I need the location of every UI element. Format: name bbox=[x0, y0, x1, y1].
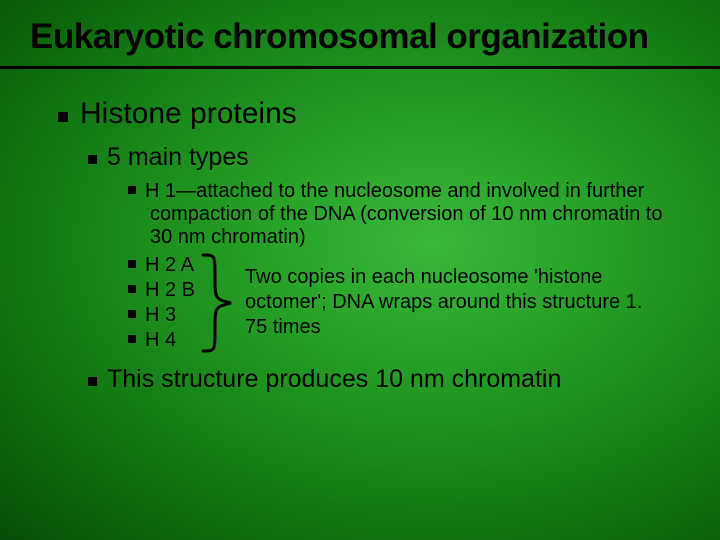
square-bullet-icon bbox=[88, 155, 97, 164]
bullet-level3-h2b: H 2 B bbox=[128, 278, 195, 303]
conclusion-text: This structure produces 10 nm chromatin bbox=[107, 365, 561, 393]
square-bullet-icon bbox=[88, 377, 97, 386]
h2a-text: H 2 A bbox=[145, 254, 194, 276]
level3-block: H 1—attached to the nucleosome and invol… bbox=[128, 180, 680, 355]
square-bullet-icon bbox=[128, 285, 136, 293]
brace-icon bbox=[195, 251, 237, 355]
bullet-level3-h1: H 1—attached to the nucleosome and invol… bbox=[128, 180, 680, 249]
histone-row: H 2 A H 2 B H 3 H 4 bbox=[128, 251, 680, 355]
bullet-level2: 5 main types bbox=[88, 143, 680, 172]
bullet-level3-h2a: H 2 A bbox=[128, 253, 195, 278]
h4-text: H 4 bbox=[145, 329, 176, 351]
h1-text: H 1—attached to the nucleosome and invol… bbox=[145, 180, 662, 248]
square-bullet-icon bbox=[128, 260, 136, 268]
slide-title: Eukaryotic chromosomal organization bbox=[30, 18, 690, 56]
h2b-text: H 2 B bbox=[145, 279, 195, 301]
level2-text: 5 main types bbox=[107, 143, 249, 171]
h3-text: H 3 bbox=[145, 304, 176, 326]
square-bullet-icon bbox=[128, 310, 136, 318]
content-area: Histone proteins 5 main types H 1—attach… bbox=[30, 69, 690, 394]
bullet-level3-h3: H 3 bbox=[128, 303, 195, 328]
level1-text: Histone proteins bbox=[80, 97, 297, 130]
square-bullet-icon bbox=[128, 186, 136, 194]
bullet-level1: Histone proteins bbox=[58, 97, 680, 131]
bullet-level3-h4: H 4 bbox=[128, 328, 195, 353]
histone-list: H 2 A H 2 B H 3 H 4 bbox=[128, 253, 195, 353]
bullet-level2-conclusion: This structure produces 10 nm chromatin bbox=[88, 365, 680, 394]
square-bullet-icon bbox=[128, 335, 136, 343]
slide: Eukaryotic chromosomal organization Hist… bbox=[0, 0, 720, 394]
histone-annotation: Two copies in each nucleosome 'histone o… bbox=[243, 265, 680, 340]
square-bullet-icon bbox=[58, 112, 68, 122]
